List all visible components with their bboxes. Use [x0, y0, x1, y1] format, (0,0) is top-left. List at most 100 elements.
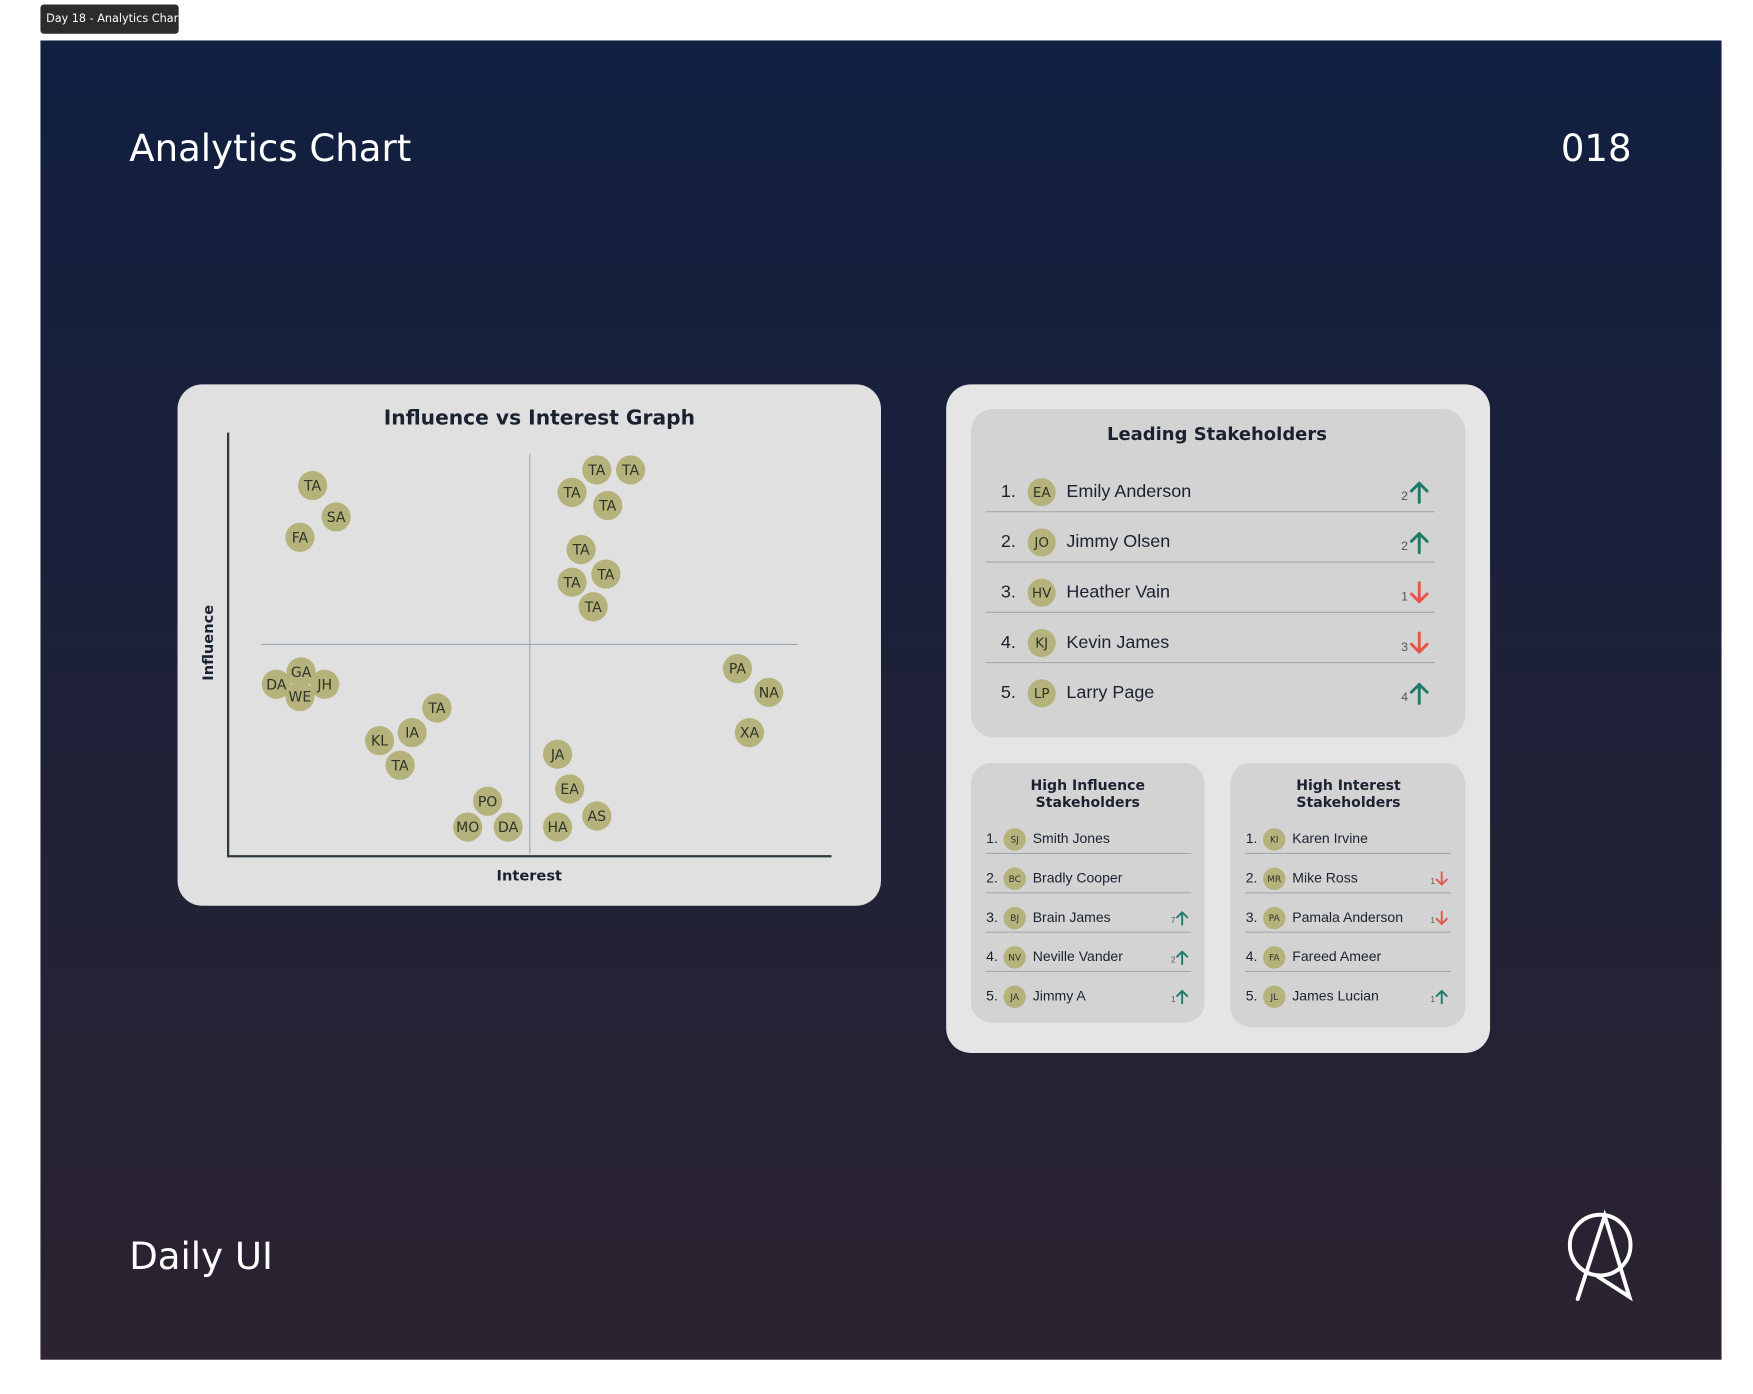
avatar — [1263, 985, 1286, 1008]
avatar-initials: HV — [1032, 585, 1052, 601]
rank: 4. — [986, 948, 998, 964]
rank: 2. — [1001, 531, 1016, 551]
arrow — [1409, 581, 1429, 604]
point-label: TA — [598, 499, 616, 515]
avatar-initials: FA — [1269, 953, 1280, 963]
change: 2 — [1401, 539, 1408, 553]
name: Jimmy Olsen — [1066, 531, 1170, 551]
arrow-path — [1435, 910, 1448, 925]
point-label: TA — [572, 543, 590, 559]
point — [754, 677, 784, 707]
name: Mike Ross — [1292, 869, 1358, 885]
point — [582, 455, 612, 485]
rank: 3. — [1001, 582, 1016, 602]
arrow-path — [1435, 871, 1448, 886]
avatar — [1263, 906, 1286, 930]
name: Brain James — [1033, 909, 1111, 925]
arrow-path — [1409, 631, 1429, 654]
arrow — [1435, 989, 1448, 1005]
avatar-initials: BJ — [1010, 914, 1019, 924]
arrow — [1409, 532, 1429, 555]
point-label: TA — [563, 486, 581, 502]
point-label: TA — [303, 479, 321, 495]
avatar-initials: MR — [1267, 875, 1281, 885]
point-label: KL — [371, 734, 388, 750]
page-number: 018 — [1561, 127, 1632, 170]
leading-box — [970, 409, 1466, 738]
point — [472, 786, 503, 816]
arrow-path — [1176, 989, 1189, 1005]
change: 3 — [1401, 640, 1408, 654]
point-label: TA — [563, 575, 581, 591]
rank: 2. — [1246, 869, 1258, 885]
avatar — [1003, 867, 1026, 890]
point-label: TA — [427, 701, 445, 717]
point — [542, 739, 573, 769]
point — [555, 774, 585, 804]
point — [593, 490, 623, 521]
point — [557, 567, 587, 597]
avatar — [1263, 828, 1286, 851]
name: Jimmy A — [1033, 987, 1087, 1003]
point-label: MO — [456, 820, 479, 836]
avatar — [1263, 867, 1286, 890]
point-label: DA — [266, 677, 287, 693]
avatar-initials: EA — [1033, 485, 1052, 501]
rank: 5. — [1001, 682, 1016, 702]
change: 2 — [1171, 955, 1176, 964]
arrow-path — [1409, 682, 1429, 705]
avatar-initials: JO — [1033, 535, 1049, 551]
point-label: EA — [560, 782, 579, 798]
avatar-initials: KJ — [1035, 636, 1048, 652]
point — [722, 654, 753, 684]
avatar-initials: PA — [1269, 914, 1281, 924]
avatar — [1027, 578, 1056, 607]
avatar-initials: BC — [1009, 875, 1021, 885]
point — [734, 717, 765, 748]
arrow — [1435, 910, 1448, 925]
point — [557, 477, 587, 507]
page-title: Analytics Chart — [129, 127, 411, 170]
arrow-path — [1409, 581, 1429, 604]
avatar — [1027, 478, 1056, 507]
rank: 1. — [1001, 481, 1016, 501]
point — [615, 455, 646, 485]
name: Karen Irvine — [1292, 830, 1368, 846]
rank: 3. — [1246, 909, 1258, 925]
name: Neville Vander — [1033, 948, 1124, 964]
tab[interactable] — [40, 4, 179, 34]
rank: 4. — [1001, 632, 1016, 652]
point-label: DA — [498, 820, 519, 836]
point-label: TA — [391, 758, 409, 774]
change: 1 — [1401, 590, 1408, 604]
point — [578, 592, 608, 622]
change: 1 — [1431, 916, 1436, 925]
avatar — [1003, 985, 1026, 1008]
arrow — [1176, 911, 1189, 926]
name: Smith Jones — [1033, 830, 1110, 846]
avatar — [1263, 946, 1286, 969]
rank: 5. — [1246, 987, 1258, 1003]
arrow — [1409, 631, 1429, 654]
tab-label[interactable]: Day 18 - Analytics Chart — [46, 12, 183, 25]
interest-title-box: High Interest Stakeholders — [1296, 776, 1401, 811]
footer-title: Daily UI — [129, 1235, 273, 1278]
leading-title: Leading Stakeholders — [1107, 424, 1327, 445]
avatar-initials: SJ — [1011, 835, 1019, 845]
point-label: JH — [316, 677, 332, 693]
arrow — [1435, 871, 1448, 886]
point-label: WE — [289, 690, 312, 706]
change: 7 — [1171, 916, 1176, 925]
interest-title: High Interest Stakeholders — [1296, 776, 1401, 811]
point — [261, 669, 291, 699]
avatar — [1003, 946, 1026, 969]
y-axis-label: Influence — [200, 605, 217, 681]
point-label: FA — [292, 530, 309, 546]
point — [297, 470, 328, 501]
point-label: AS — [588, 809, 607, 825]
logo — [1567, 1209, 1633, 1302]
arrow-path — [1409, 532, 1429, 555]
graph-title: Influence vs Interest Graph — [384, 406, 695, 430]
point-label: XA — [740, 726, 760, 742]
